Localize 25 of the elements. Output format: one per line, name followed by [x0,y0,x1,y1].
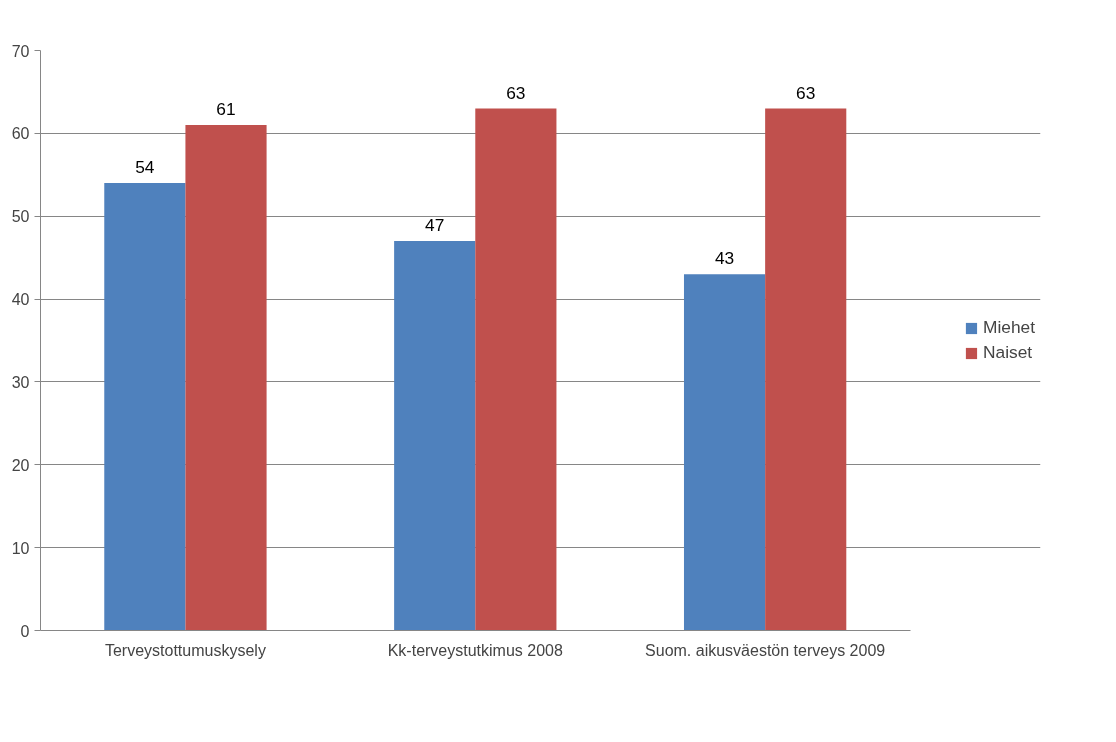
y-tick-label: 30 [11,373,30,391]
bar [185,125,267,631]
y-tick-label: 60 [11,125,30,143]
bar [394,241,476,631]
data-label: 47 [425,215,445,236]
bar [104,183,186,631]
legend-label: Miehet [982,317,1035,338]
y-tick-label: 40 [11,291,30,309]
y-tick-label: 20 [11,456,30,474]
bar [683,274,766,631]
legend-label: Naiset [982,342,1033,363]
x-tick-label: Kk-terveystutkimus 2008 [387,641,563,659]
y-tick-label: 10 [11,539,30,557]
y-tick-label: 0 [20,622,30,640]
y-tick-label: 50 [11,208,30,226]
x-tick-label: Suom. aikusväestön terveys 2009 [645,641,886,659]
data-label: 61 [216,99,236,120]
data-label: 43 [714,248,735,269]
data-label: 54 [135,157,155,178]
y-tick-label: 70 [11,42,30,60]
data-label: 63 [796,82,816,103]
bar [475,108,557,631]
bar [765,108,847,631]
x-tick-label: Terveystottumuskysely [104,641,266,659]
data-label: 63 [506,82,526,103]
